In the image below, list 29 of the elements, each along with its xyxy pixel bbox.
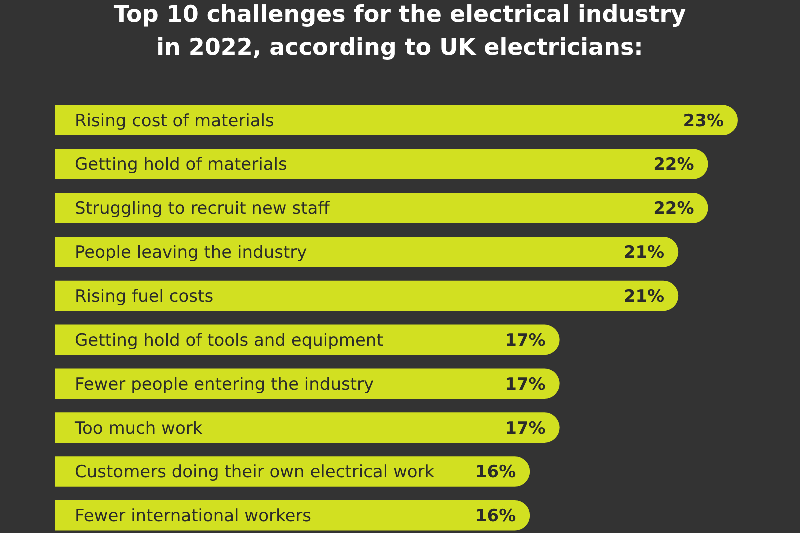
data-label: 23% xyxy=(683,111,724,132)
bar xyxy=(55,500,530,531)
y-tick-label: Rising fuel costs xyxy=(75,286,214,307)
data-label: 21% xyxy=(624,243,665,264)
data-label: 22% xyxy=(654,199,694,220)
y-tick-label: People leaving the industry xyxy=(75,243,308,264)
data-label: 17% xyxy=(505,418,546,439)
bar xyxy=(55,193,708,224)
data-label: 21% xyxy=(624,286,665,307)
y-tick-label: Getting hold of tools and equipment xyxy=(75,330,384,351)
data-label: 16% xyxy=(475,462,516,483)
bar xyxy=(55,149,708,180)
y-tick-label: Customers doing their own electrical work xyxy=(75,462,435,483)
data-label: 16% xyxy=(475,506,516,527)
bar xyxy=(55,105,738,136)
bar xyxy=(55,280,679,312)
bar xyxy=(55,236,679,268)
data-label: 17% xyxy=(505,374,546,395)
data-label: 22% xyxy=(654,155,694,176)
chart-title: Top 10 challenges for the electrical industry in 2022, according to UK electricians: xyxy=(114,2,686,61)
bar xyxy=(55,412,560,443)
bar xyxy=(55,368,560,400)
y-tick-label: Rising cost of materials xyxy=(75,111,275,132)
y-tick-label: Too much work xyxy=(74,418,203,439)
data-label: 17% xyxy=(505,330,546,351)
y-tick-label: Struggling to recruit new staff xyxy=(75,199,332,220)
y-tick-label: Fewer people entering the industry xyxy=(75,374,374,395)
y-tick-label: Fewer international workers xyxy=(75,506,312,527)
y-tick-label: Getting hold of materials xyxy=(75,155,288,176)
